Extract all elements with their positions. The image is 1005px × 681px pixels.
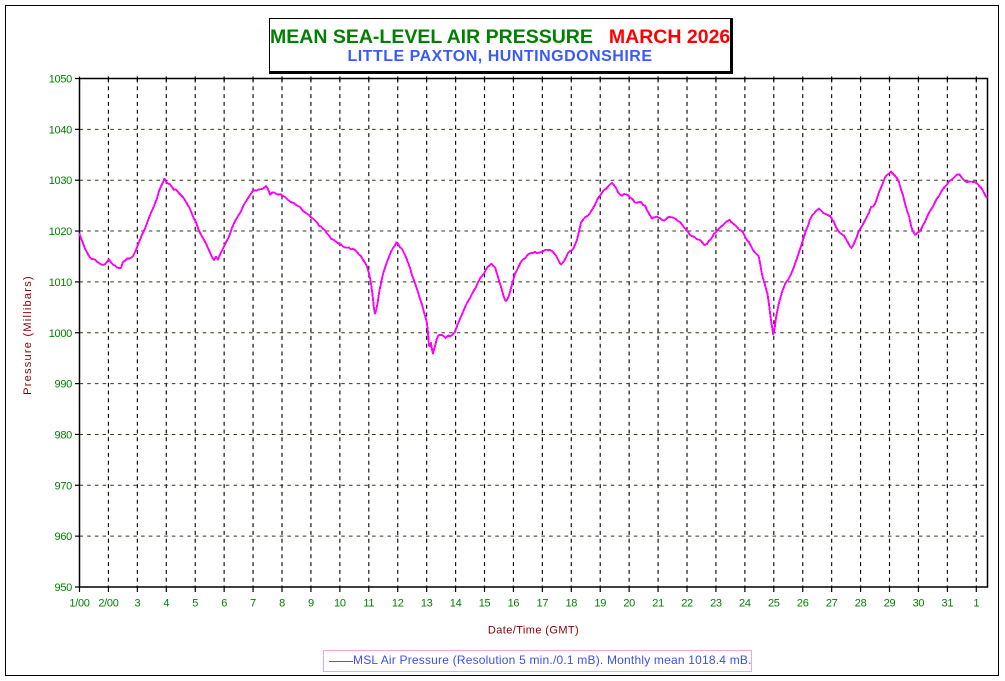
svg-text:14: 14 bbox=[450, 598, 462, 610]
svg-text:10: 10 bbox=[334, 598, 346, 610]
svg-text:3: 3 bbox=[134, 598, 140, 610]
svg-text:6: 6 bbox=[221, 598, 227, 610]
svg-text:20: 20 bbox=[623, 598, 635, 610]
svg-text:28: 28 bbox=[855, 598, 867, 610]
svg-text:19: 19 bbox=[594, 598, 606, 610]
svg-text:2/00: 2/00 bbox=[98, 598, 118, 610]
svg-text:Date/Time (GMT): Date/Time (GMT) bbox=[488, 625, 579, 637]
svg-text:27: 27 bbox=[826, 598, 838, 610]
svg-text:7: 7 bbox=[250, 598, 256, 610]
svg-text:21: 21 bbox=[652, 598, 664, 610]
svg-text:13: 13 bbox=[421, 598, 433, 610]
svg-text:9: 9 bbox=[308, 598, 314, 610]
svg-text:30: 30 bbox=[913, 598, 925, 610]
svg-text:1: 1 bbox=[973, 598, 979, 610]
svg-text:17: 17 bbox=[537, 598, 549, 610]
svg-text:1000: 1000 bbox=[49, 328, 72, 340]
svg-text:11: 11 bbox=[363, 598, 374, 610]
svg-text:23: 23 bbox=[710, 598, 722, 610]
svg-text:950: 950 bbox=[55, 582, 73, 594]
svg-text:24: 24 bbox=[739, 598, 751, 610]
svg-text:31: 31 bbox=[942, 598, 954, 610]
svg-text:29: 29 bbox=[884, 598, 896, 610]
svg-text:26: 26 bbox=[797, 598, 809, 610]
svg-text:15: 15 bbox=[479, 598, 491, 610]
svg-text:5: 5 bbox=[192, 598, 198, 610]
svg-text:Pressure (Millibars): Pressure (Millibars) bbox=[22, 275, 34, 395]
svg-text:970: 970 bbox=[55, 480, 73, 492]
svg-text:1040: 1040 bbox=[49, 124, 72, 136]
svg-text:8: 8 bbox=[279, 598, 285, 610]
svg-text:16: 16 bbox=[508, 598, 520, 610]
svg-text:1050: 1050 bbox=[49, 74, 72, 86]
svg-text:1020: 1020 bbox=[49, 226, 72, 238]
svg-text:990: 990 bbox=[55, 379, 73, 391]
svg-text:18: 18 bbox=[565, 598, 577, 610]
svg-text:960: 960 bbox=[55, 531, 73, 543]
svg-text:12: 12 bbox=[392, 598, 404, 610]
svg-text:1030: 1030 bbox=[49, 175, 72, 187]
svg-text:4: 4 bbox=[163, 598, 169, 610]
svg-text:980: 980 bbox=[55, 429, 73, 441]
svg-text:25: 25 bbox=[768, 598, 780, 610]
svg-text:1/00: 1/00 bbox=[69, 598, 89, 610]
svg-text:1010: 1010 bbox=[49, 277, 72, 289]
svg-text:22: 22 bbox=[681, 598, 693, 610]
